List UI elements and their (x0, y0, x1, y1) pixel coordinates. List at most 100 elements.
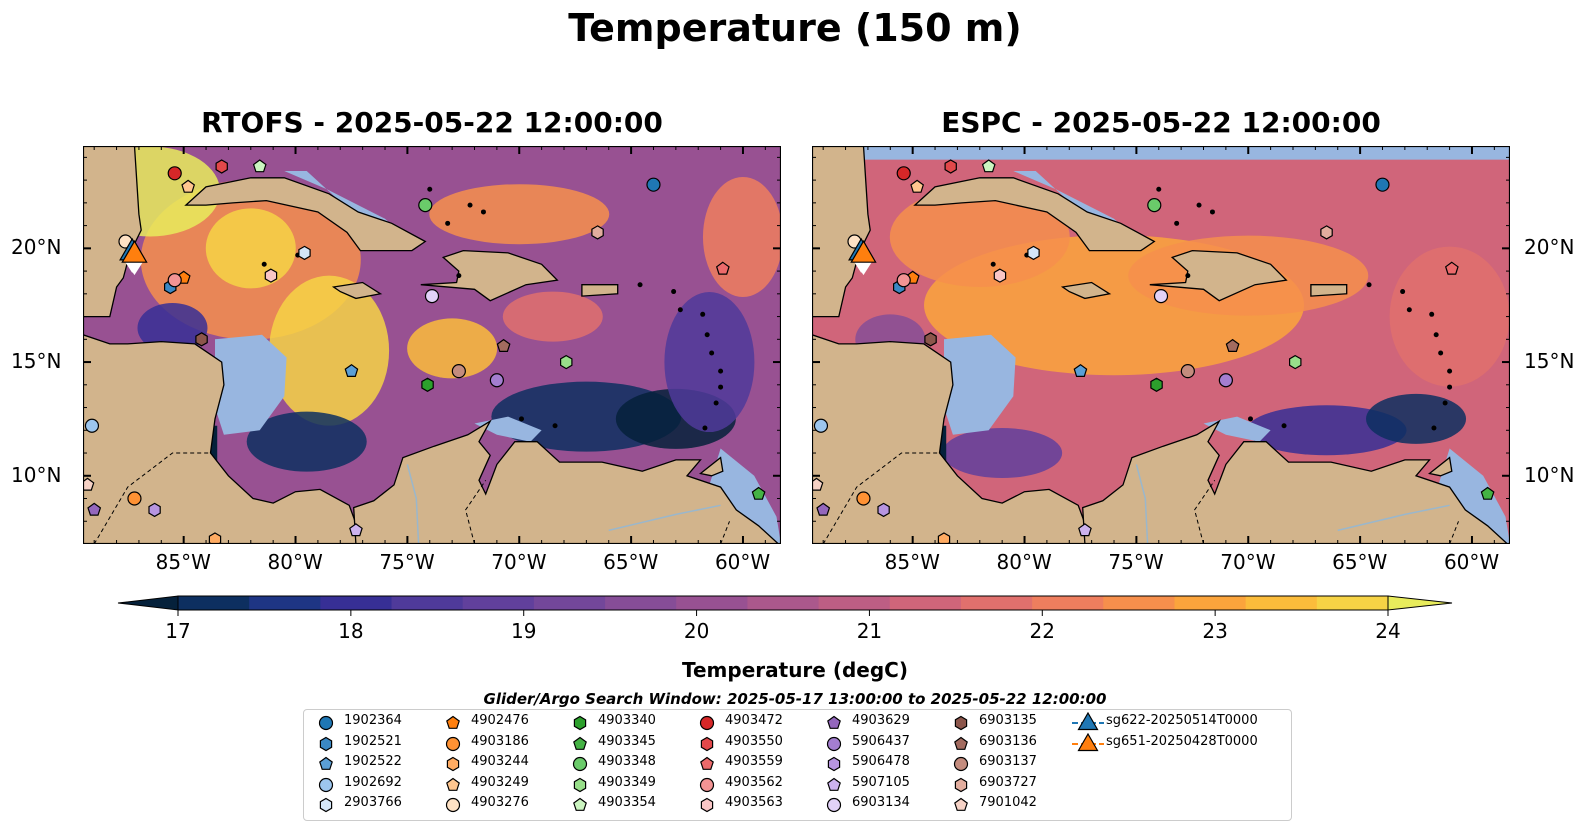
legend-entry: 4903276 (437, 794, 657, 814)
colorbar-segment (605, 596, 677, 610)
legend-marker-circle (699, 715, 715, 731)
colorbar-segment (1103, 596, 1176, 610)
argo-float-6903137 (451, 364, 466, 379)
legend-marker-hexagon (573, 715, 587, 731)
legend-label: 4903340 (598, 713, 656, 728)
legend-entry: 4903349 (564, 774, 784, 794)
colorbar-tick-label: 20 (684, 619, 709, 643)
small-island (1433, 332, 1439, 338)
rtofs-map-panel (83, 146, 781, 544)
legend-entry: 5907105 (818, 774, 1038, 794)
temperature-feature (269, 275, 390, 426)
legend-entry: 4903348 (564, 753, 784, 773)
argo-float-4903562 (167, 273, 182, 288)
lon-tick-label: 70°W (1220, 550, 1276, 574)
colorbar-segment (676, 596, 749, 610)
small-island (637, 282, 643, 288)
small-island (445, 220, 451, 226)
legend-float-marker (826, 736, 842, 751)
small-island (456, 273, 462, 279)
legend-marker-circle (318, 715, 334, 731)
lat-tick-label: 10°N (1524, 462, 1575, 487)
river (1337, 504, 1450, 532)
legend-float-marker (319, 736, 333, 751)
legend-label: 6903137 (979, 754, 1037, 770)
argo-float-5906437 (489, 373, 504, 388)
legend-marker-circle (445, 736, 461, 751)
legend-float-marker (319, 756, 333, 771)
argo-float-5907105 (1078, 523, 1092, 537)
legend-label: 4903562 (725, 774, 783, 790)
small-island (1431, 425, 1437, 431)
legend-entry: 5906478 (818, 753, 1038, 773)
legend-float-marker (573, 777, 587, 792)
argo-float-1902364 (646, 177, 661, 192)
argo-float-4903244 (937, 532, 951, 544)
legend-float-marker (318, 777, 334, 792)
argo-float-1902692 (813, 418, 829, 433)
small-island (518, 416, 524, 422)
argo-float-6903136 (496, 338, 511, 352)
argo-float-6903135 (924, 332, 937, 347)
argo-float-5907105 (349, 523, 363, 537)
small-island (467, 202, 473, 208)
temperature-feature (502, 291, 603, 342)
lon-tick-label: 65°W (1332, 550, 1388, 574)
legend-label: 2903766 (344, 795, 402, 811)
argo-float-5906478 (877, 502, 890, 518)
legend-marker-circle (826, 798, 842, 813)
legend-marker-pentagon (700, 756, 714, 771)
legend-label: 5907105 (852, 774, 910, 790)
colorbar-segment (1032, 596, 1104, 610)
argo-float-4903562 (896, 273, 911, 288)
legend-entry: 4903563 (691, 794, 911, 814)
colorbar-segment (320, 596, 393, 610)
legend-entry: 4903472 (691, 712, 911, 732)
legend-float-marker (573, 715, 587, 731)
small-island (990, 261, 996, 267)
legend-entry: 5906437 (818, 733, 1038, 753)
temperature-feature (889, 186, 1070, 287)
legend-label: sg622-20250514T0000 (1106, 713, 1258, 728)
small-island (704, 332, 710, 338)
legend-entry: 4903244 (437, 753, 657, 773)
legend-marker-hexagon (319, 798, 333, 813)
small-island (1156, 186, 1162, 192)
legend-marker-pentagon (446, 777, 460, 791)
legend-float-marker (319, 798, 333, 813)
legend-label: 7901042 (979, 795, 1037, 811)
small-island (1366, 282, 1372, 288)
shallow-water-mask (215, 334, 287, 435)
argo-float-4903345 (1480, 486, 1495, 500)
temperature-feature (702, 176, 781, 297)
land-trinidad (699, 456, 724, 477)
legend-float-marker (446, 777, 460, 791)
small-island (713, 400, 719, 406)
legend-label: 5906437 (852, 733, 910, 749)
legend: 1902364 1902521 1902522 1902692 2903766 49024… (303, 709, 1292, 821)
temperature-feature (429, 184, 610, 245)
colorbar-tick-label: 17 (165, 619, 190, 643)
glider-sg651-20250428T0000 (850, 240, 877, 263)
small-island (480, 209, 486, 215)
legend-float-marker (827, 756, 841, 772)
legend-marker-hexagon (573, 777, 587, 792)
legend-label: 4903249 (471, 774, 529, 790)
small-island (718, 368, 724, 374)
legend-label: 4903244 (471, 754, 529, 770)
small-island (709, 350, 715, 356)
lat-tick-label: 15°N (11, 349, 62, 374)
legend-label: 5906478 (852, 754, 910, 770)
colorbar-extend-high (1387, 595, 1453, 611)
lon-tick-label: 75°W (379, 550, 435, 574)
legend-marker-triangle (1072, 732, 1104, 751)
legend-marker-pentagon (319, 756, 333, 771)
legend-float-marker (954, 777, 968, 792)
legend-entry: 1902522 (310, 753, 530, 773)
lon-tick-label: 70°W (491, 550, 547, 574)
legend-marker-circle (572, 757, 588, 772)
legend-float-marker (827, 715, 841, 729)
espc-map-panel (812, 146, 1510, 544)
legend-marker-hexagon (700, 798, 714, 813)
temperature-colorbar: 17 18 19 20 21 22 23 24 (117, 595, 1453, 643)
